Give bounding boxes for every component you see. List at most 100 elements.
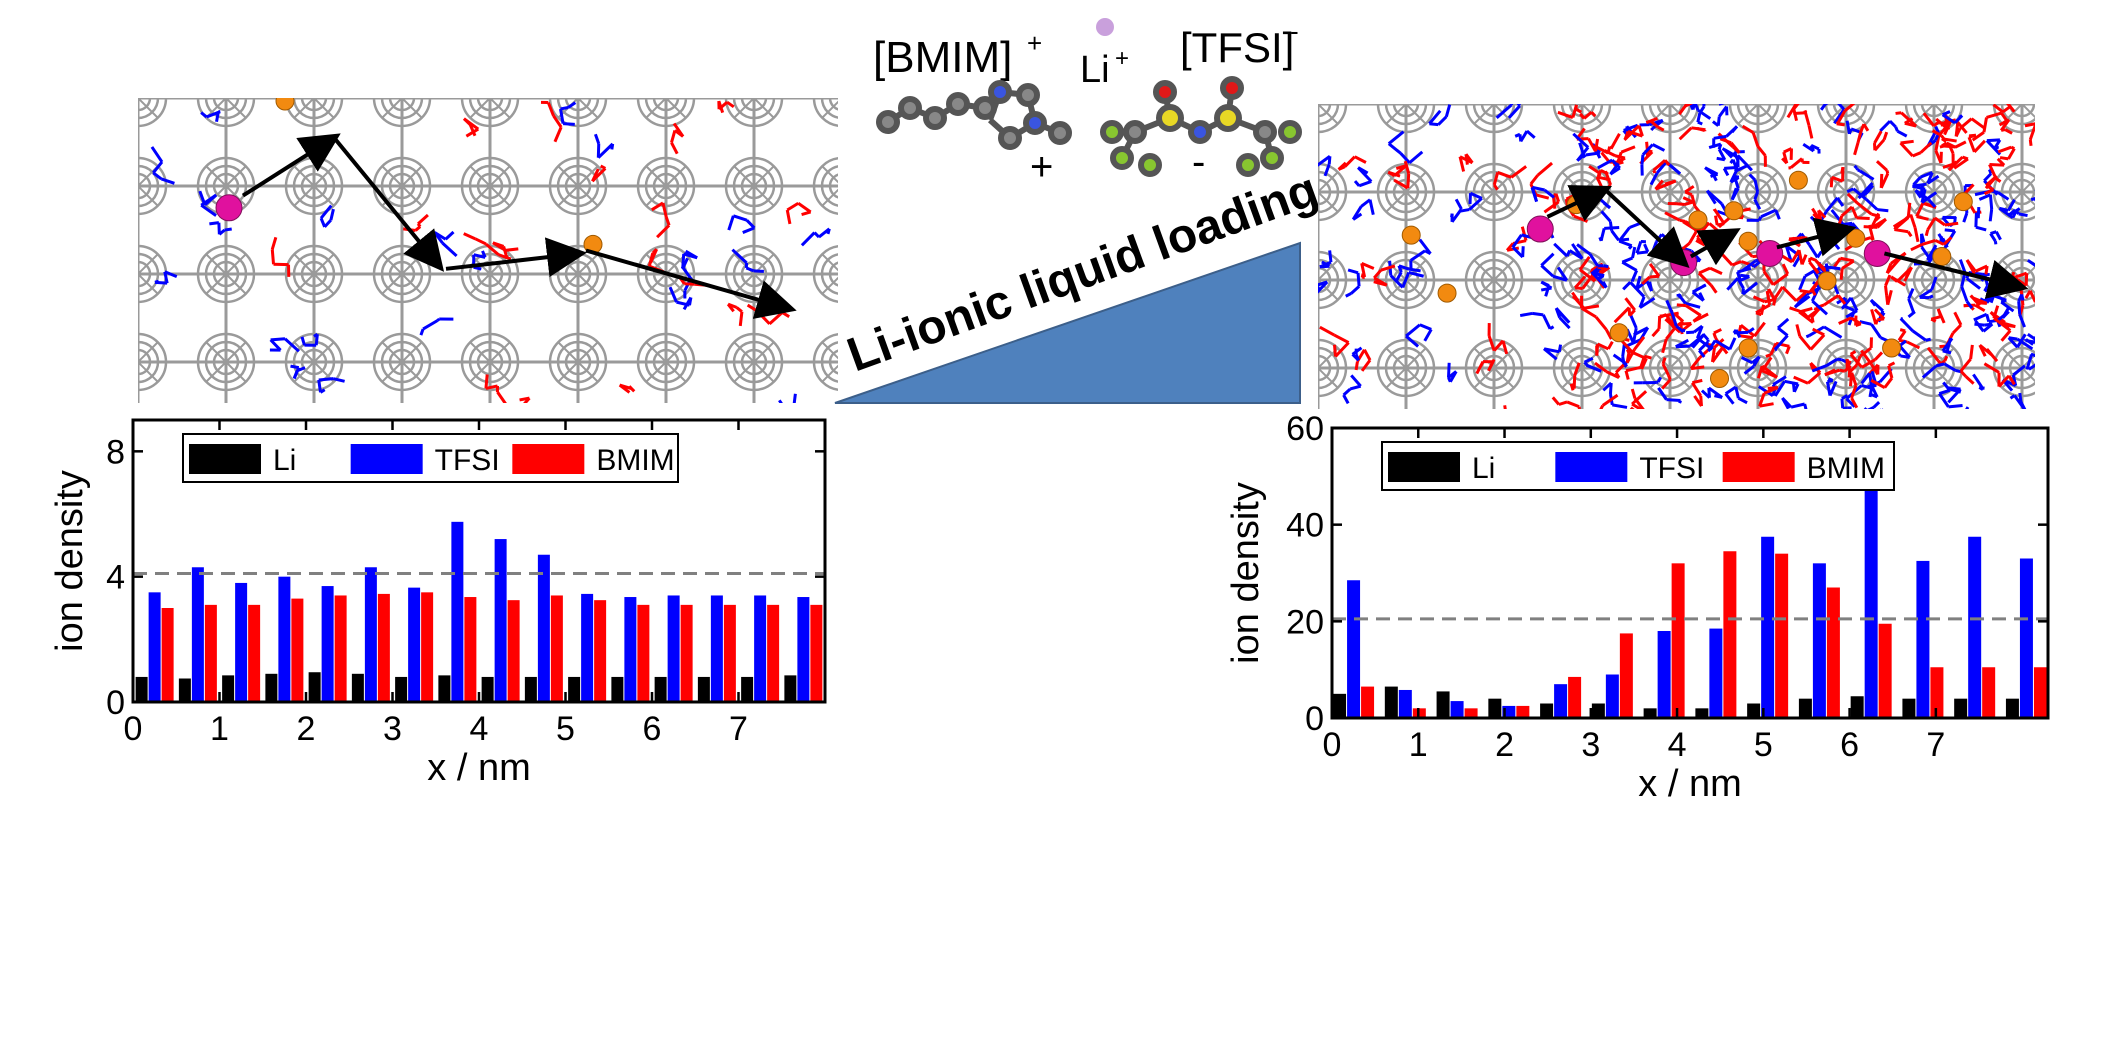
- snapshot-content: [138, 98, 838, 403]
- bar-li-4: [308, 672, 321, 702]
- bar-bmim-14: [767, 604, 780, 702]
- x-axis-label: x / nm: [427, 747, 530, 789]
- cation-label: [BMIM]: [873, 33, 1012, 82]
- legend-label-bmim: BMIM: [1807, 452, 1885, 485]
- bar-li-2: [1436, 691, 1450, 718]
- bar-bmim-5: [1619, 633, 1633, 718]
- bar-li-8: [481, 676, 494, 702]
- bar-bmim-2: [1464, 708, 1478, 718]
- bar-tfsi-5: [364, 567, 377, 702]
- anion-charge: -: [1290, 16, 1299, 46]
- bar-tfsi-14: [754, 595, 767, 702]
- bar-bmim-12: [680, 604, 693, 702]
- bar-tfsi-2: [1450, 701, 1464, 718]
- bar-bmim-8: [507, 600, 520, 702]
- x-tick-label: 3: [383, 710, 402, 748]
- bar-tfsi-13: [2019, 558, 2033, 718]
- bar-tfsi-3: [278, 576, 291, 702]
- bar-bmim-10: [594, 600, 607, 702]
- x-tick-label: 0: [1323, 726, 1342, 764]
- legend-swatch-tfsi: [1555, 452, 1628, 482]
- legend-swatch-bmim: [512, 444, 585, 474]
- y-tick-label: 40: [1286, 507, 1324, 545]
- bar-li-9: [1798, 698, 1812, 718]
- legend: Li TFSI BMIM: [182, 433, 679, 483]
- bar-bmim-5: [377, 593, 390, 702]
- cation-sign: +: [1030, 145, 1053, 189]
- bar-bmim-4: [1568, 676, 1582, 718]
- bar-tfsi-5: [1605, 674, 1619, 718]
- bar-li-0: [1333, 693, 1347, 718]
- legend: Li TFSI BMIM: [1381, 441, 1895, 491]
- x-tick-label: 7: [1926, 726, 1945, 764]
- bar-tfsi-2: [235, 582, 248, 702]
- bar-tfsi-8: [1761, 536, 1775, 718]
- loading-wedge: [834, 241, 1301, 404]
- bar-tfsi-15: [797, 597, 810, 702]
- x-tick-label: 4: [470, 710, 489, 748]
- x-tick-label: 1: [210, 710, 229, 748]
- bar-tfsi-1: [1398, 689, 1412, 718]
- bar-li-6: [395, 676, 408, 702]
- bar-li-13: [697, 676, 710, 702]
- x-tick-label: 7: [729, 710, 748, 748]
- li-label: Li: [1080, 49, 1110, 91]
- bar-bmim-6: [1671, 563, 1685, 718]
- plot-frame: [1330, 426, 2050, 720]
- bar-tfsi-13: [710, 595, 723, 702]
- y-axis-label: ion density: [49, 470, 91, 652]
- x-tick-label: 1: [1409, 726, 1428, 764]
- bar-li-9: [524, 676, 537, 702]
- li-ion-marker: [1096, 18, 1114, 36]
- bar-bmim-13: [723, 604, 736, 702]
- bar-li-12: [1954, 698, 1968, 718]
- bar-li-7: [438, 675, 451, 702]
- bar-li-5: [1591, 703, 1605, 718]
- bar-li-5: [351, 673, 364, 702]
- bar-bmim-7: [464, 597, 477, 702]
- bar-li-12: [654, 676, 667, 702]
- molecule-legend: [BMIM] + Li + [TFSI] -: [873, 16, 1302, 189]
- bar-tfsi-0: [1347, 580, 1361, 718]
- bar-bmim-3: [291, 598, 304, 702]
- bar-li-13: [2005, 698, 2019, 718]
- bar-tfsi-9: [1812, 563, 1826, 718]
- bar-tfsi-4: [1554, 684, 1568, 718]
- bar-bmim-9: [550, 595, 563, 702]
- bar-li-3: [265, 673, 278, 702]
- bar-li-6: [1643, 708, 1657, 718]
- bar-tfsi-6: [1657, 631, 1671, 718]
- bar-tfsi-7: [451, 521, 464, 702]
- bar-bmim-10: [1878, 623, 1892, 718]
- li-charge: +: [1115, 45, 1129, 72]
- chart-right: 0 1 2 3 4 5 6 7 0 20 40 60 x / nm ion density Li TFSI BM…: [1225, 410, 2050, 805]
- x-tick-label: 5: [1754, 726, 1773, 764]
- bar-tfsi-7: [1709, 628, 1723, 718]
- y-tick-label: 20: [1286, 603, 1324, 641]
- bar-bmim-0: [1361, 686, 1375, 718]
- snapshot-content: [1318, 104, 2035, 409]
- bar-tfsi-9: [537, 554, 550, 702]
- x-tick-label: 2: [297, 710, 316, 748]
- bar-bmim-8: [1775, 553, 1789, 718]
- anion-sign: -: [1192, 140, 1205, 184]
- legend-label-tfsi: TFSI: [1639, 452, 1704, 485]
- bar-li-3: [1488, 698, 1502, 718]
- bar-bmim-13: [2033, 667, 2047, 718]
- bar-bmim-0: [161, 608, 174, 702]
- bar-tfsi-12: [667, 595, 680, 702]
- bar-li-4: [1540, 703, 1554, 718]
- bar-li-1: [1384, 686, 1398, 718]
- bar-li-10: [1850, 696, 1864, 718]
- y-tick-label: 0: [106, 684, 125, 722]
- bar-li-7: [1695, 708, 1709, 718]
- bar-tfsi-12: [1968, 536, 1982, 718]
- bar-bmim-4: [334, 595, 347, 702]
- x-axis-label: x / nm: [1638, 763, 1741, 805]
- x-tick-label: 6: [643, 710, 662, 748]
- cation-charge: +: [1027, 28, 1042, 58]
- bar-bmim-1: [204, 604, 217, 702]
- y-axis-label: ion density: [1225, 482, 1267, 664]
- bar-bmim-11: [637, 604, 650, 702]
